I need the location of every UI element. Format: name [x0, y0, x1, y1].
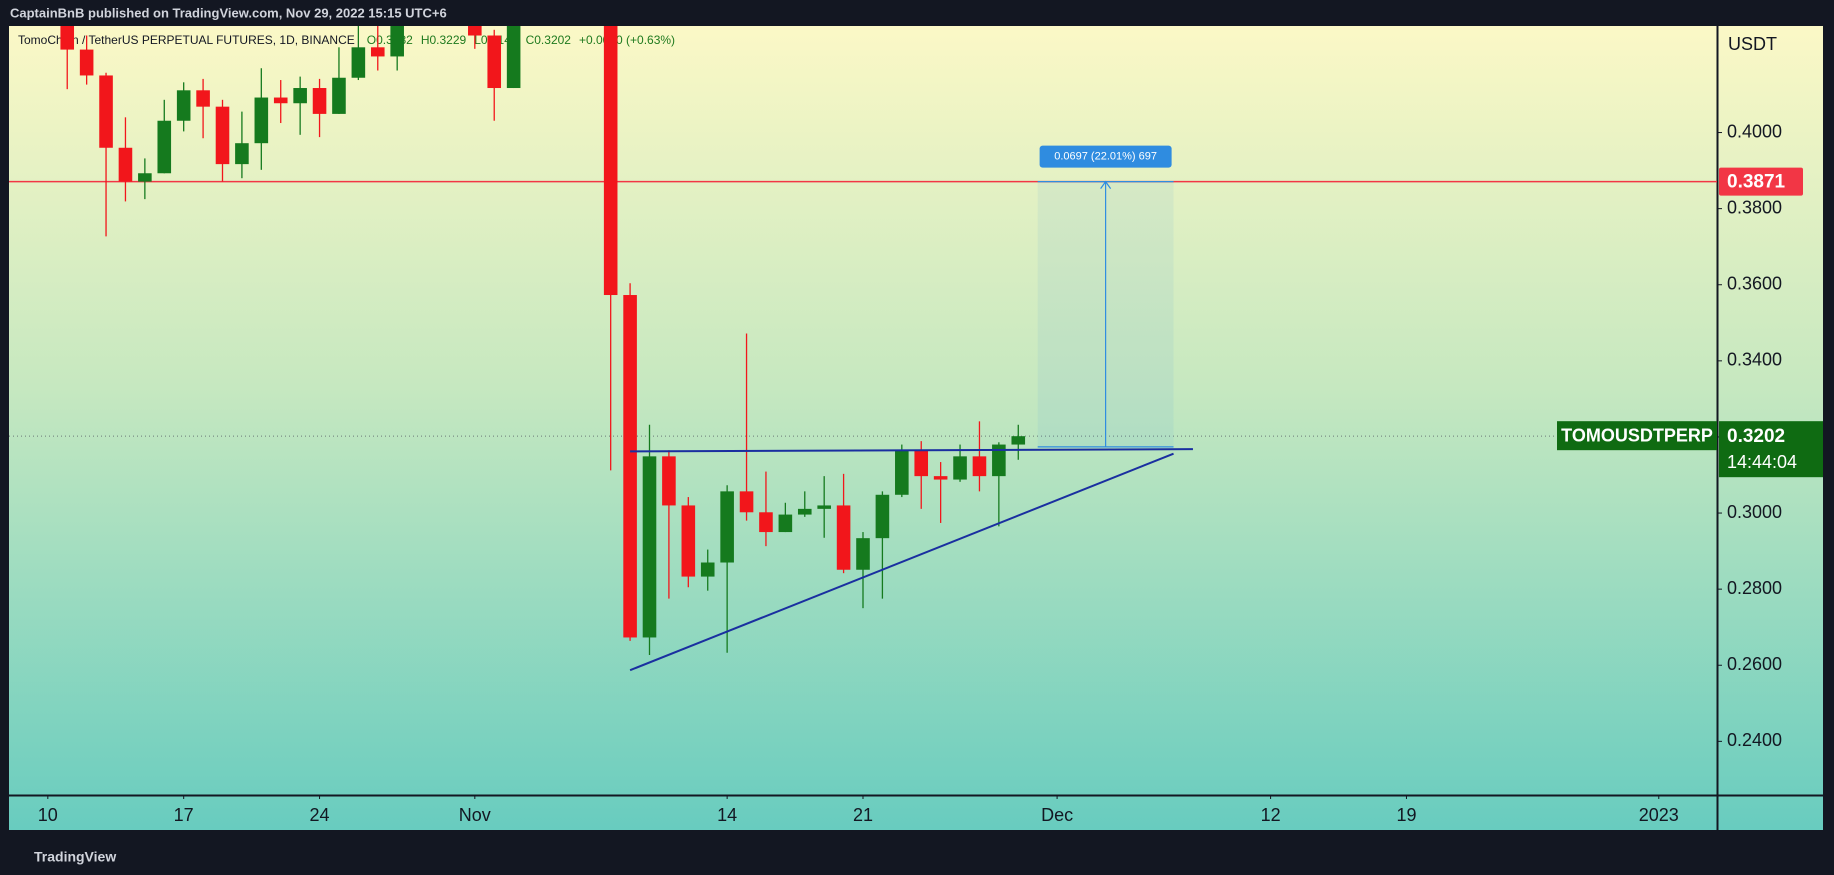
- y-tick-label: 0.3000: [1727, 502, 1782, 522]
- candle-body: [215, 106, 230, 165]
- trend-line: [630, 448, 1193, 453]
- x-tick-label: 21: [853, 805, 873, 825]
- candle-body: [1011, 436, 1026, 445]
- candle-body: [681, 505, 696, 577]
- x-tick-label: 19: [1396, 805, 1416, 825]
- candle-body: [895, 450, 909, 495]
- candle-body: [603, 26, 618, 296]
- countdown: 14:44:04: [1727, 452, 1797, 472]
- candle-body: [60, 26, 75, 50]
- x-tick-label: 2023: [1639, 805, 1679, 825]
- candle-body: [312, 88, 327, 114]
- y-tick-label: 0.2800: [1727, 578, 1782, 598]
- candle-body: [623, 295, 637, 638]
- candle-body: [370, 47, 385, 57]
- candle-body: [992, 444, 1006, 477]
- candle-body: [332, 77, 346, 114]
- publisher: CaptainBnB published on TradingView.com,…: [10, 5, 447, 20]
- candle-body: [720, 491, 734, 563]
- candle-body: [99, 75, 113, 148]
- candle-body: [157, 120, 172, 174]
- axes: 0.24000.26000.28000.30000.32000.34000.36…: [38, 121, 1823, 825]
- candle-body: [390, 26, 404, 57]
- y-tick-label: 0.2600: [1727, 654, 1782, 674]
- candle-body: [875, 494, 890, 539]
- candle-body: [739, 491, 754, 513]
- y-tick-label: 0.3600: [1727, 273, 1782, 293]
- legend-ohlc: C0.3202: [526, 33, 572, 47]
- candle-body: [293, 88, 307, 104]
- candle-body: [235, 143, 249, 165]
- candle-body: [778, 514, 793, 533]
- x-tick-label: 12: [1261, 805, 1281, 825]
- hline-price-label: 0.3871: [1727, 172, 1786, 193]
- candle-body: [642, 456, 657, 638]
- candle-body: [487, 35, 502, 89]
- x-tick-label: Dec: [1041, 805, 1073, 825]
- candle-body: [759, 512, 773, 533]
- measure-label: 0.0697 (22.01%) 697: [1054, 151, 1157, 163]
- candle-body: [662, 456, 676, 506]
- x-tick-label: 17: [174, 805, 194, 825]
- candle-body: [797, 508, 812, 515]
- y-tick-label: 0.3800: [1727, 197, 1782, 217]
- candle-body: [953, 456, 967, 480]
- y-tick-label: 0.2400: [1727, 730, 1782, 750]
- trend-line: [629, 452, 1174, 672]
- candle-body: [138, 173, 152, 182]
- x-tick-label: 10: [38, 805, 58, 825]
- symbol-box: [1557, 421, 1717, 451]
- plot: TomoChain / TetherUS PERPETUAL FUTURES, …: [9, 26, 1717, 672]
- candle-body: [700, 562, 715, 577]
- last-price-box: [1719, 421, 1823, 478]
- candle-body: [468, 26, 482, 36]
- axis-unit: USDT: [1728, 34, 1777, 54]
- candle-body: [506, 26, 521, 89]
- legend-ohlc: +0.0020 (+0.63%): [579, 33, 675, 47]
- legend-ohlc: O0.3182: [367, 33, 413, 47]
- y-tick-label: 0.4000: [1727, 121, 1782, 141]
- x-tick-label: 14: [717, 805, 737, 825]
- x-tick-label: 24: [310, 805, 330, 825]
- legend-ohlc: H0.3229: [421, 33, 467, 47]
- candle-body: [836, 505, 851, 570]
- legend-symbol: TomoChain / TetherUS PERPETUAL FUTURES, …: [18, 33, 355, 47]
- measure-arrowhead: [1100, 180, 1112, 189]
- candle-body: [817, 505, 831, 509]
- candle-body: [254, 97, 269, 144]
- candle-body: [176, 90, 191, 121]
- candle-body: [972, 456, 987, 477]
- brand: TradingView: [34, 849, 116, 865]
- candle-body: [933, 476, 948, 480]
- candle-body: [79, 49, 94, 76]
- y-tick-label: 0.3400: [1727, 350, 1782, 370]
- x-tick-label: Nov: [459, 805, 491, 825]
- candle-body: [196, 90, 210, 107]
- candle-body: [118, 147, 133, 182]
- background: [9, 26, 1823, 830]
- measure-label-box: [1039, 145, 1172, 168]
- candle-body: [856, 538, 870, 570]
- last-price-label: 0.3202: [1727, 426, 1785, 447]
- hline-price-box: [1719, 167, 1803, 196]
- candle-body: [351, 47, 366, 78]
- symbol-label: TOMOUSDTPERP: [1561, 425, 1713, 445]
- candle-body: [914, 450, 929, 477]
- candle-body: [273, 97, 288, 104]
